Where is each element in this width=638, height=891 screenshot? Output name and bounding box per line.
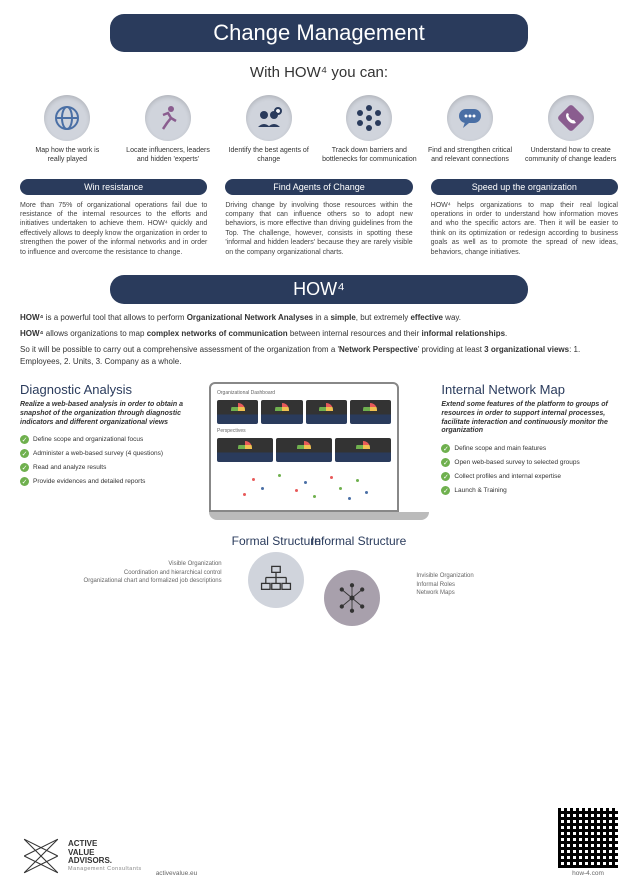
check-icon: ✓ [20,463,29,472]
subtitle: With HOW⁴ you can: [20,64,618,81]
icon-col: Find and strengthen critical and relevan… [423,95,518,165]
running-icon [145,95,191,141]
check-icon: ✓ [441,486,450,495]
asterisk-icon [346,95,392,141]
page-title: Change Management [110,14,529,52]
structure-row: Visible OrganizationCoordination and hie… [20,534,618,608]
check-icon: ✓ [441,472,450,481]
diagnostic-sub: Realize a web-based analysis in order to… [20,401,197,427]
diagnostic-title: Diagnostic Analysis [20,382,197,397]
icon-label: Find and strengthen critical and relevan… [423,147,518,165]
check-icon: ✓ [20,449,29,458]
inm-col: Internal Network Map Extend some feature… [441,382,618,520]
formal-lines: Visible OrganizationCoordination and hie… [72,560,222,585]
url-left: activevalue.eu [156,870,198,877]
check-item: ✓Define scope and main features [441,444,618,453]
icon-label: Locate influencers, leaders and hidden '… [121,147,216,165]
pill-title: Speed up the organization [431,179,618,195]
icon-label: Understand how to create community of ch… [523,147,618,165]
laptop-screen: Organizational Dashboard Perspectives [209,382,399,512]
network-icon [324,570,380,626]
check-item: ✓Administer a web-based survey (4 questi… [20,449,197,458]
inm-sub: Extend some features of the platform to … [441,401,618,436]
chat-icon [447,95,493,141]
icon-col: Locate influencers, leaders and hidden '… [121,95,216,165]
phone-icon [548,95,594,141]
check-item: ✓Read and analyze results [20,463,197,472]
icon-row: Map how the work isreally played Locate i… [20,95,618,165]
icon-label: Identify the best agents of change [221,147,316,165]
check-item: ✓Collect profiles and internal expertise [441,472,618,481]
check-item: ✓Define scope and organizational focus [20,435,197,444]
laptop-preview: Organizational Dashboard Perspectives [207,382,432,520]
check-icon: ✓ [20,477,29,486]
dash-label2: Perspectives [217,428,391,434]
description: HOW⁴ is a powerful tool that allows to p… [20,312,618,368]
globe-icon [44,95,90,141]
pills-row: Win resistance More than 75% of organizat… [20,179,618,258]
informal-lines: Invisible OrganizationInformal RolesNetw… [416,572,566,597]
logo-text: ACTIVE VALUE ADVISORS. [68,840,142,866]
icon-col: Understand how to create community of ch… [523,95,618,165]
inm-title: Internal Network Map [441,382,618,397]
check-icon: ✓ [20,435,29,444]
check-item: ✓Open web-based survey to selected group… [441,458,618,467]
pill-col: Win resistance More than 75% of organizat… [20,179,207,258]
group-icon [246,95,292,141]
icon-col: Map how the work isreally played [20,95,115,165]
two-column-section: Diagnostic Analysis Realize a web-based … [20,382,618,520]
pill-text: HOW⁴ helps organizations to map their re… [431,201,618,258]
dash-label: Organizational Dashboard [217,390,391,396]
icon-label: Track down barriers and bottlenecks for … [322,147,417,165]
pill-title: Find Agents of Change [225,179,412,195]
pill-text: More than 75% of organizational operatio… [20,201,207,258]
logo-icon [20,835,62,877]
how4-banner: HOW⁴ [110,275,529,304]
logo-tagline: Management Consultants [68,866,142,872]
url-right: how-4.com [558,870,618,877]
pill-col: Speed up the organization HOW⁴ helps orga… [431,179,618,258]
formal-title: Formal Structure [232,534,321,548]
logo-block: ACTIVE VALUE ADVISORS. Management Consul… [20,835,197,877]
informal-structure: Informal Structure [321,534,406,608]
diagnostic-col: Diagnostic Analysis Realize a web-based … [20,382,197,520]
pill-text: Driving change by involving those resour… [225,201,412,258]
formal-structure: Formal Structure [232,534,321,608]
qr-code [558,808,618,868]
qr-block: how-4.com [558,808,618,877]
infographic-page: Change Management With HOW⁴ you can: Map… [0,0,638,891]
org-chart-icon [248,552,304,608]
icon-col: Identify the best agents of change [221,95,316,165]
check-icon: ✓ [441,458,450,467]
icon-label: Map how the work isreally played [20,147,115,165]
informal-title: Informal Structure [311,534,406,548]
pill-title: Win resistance [20,179,207,195]
check-item: ✓Launch & Training [441,486,618,495]
icon-col: Track down barriers and bottlenecks for … [322,95,417,165]
footer: ACTIVE VALUE ADVISORS. Management Consul… [20,808,618,877]
check-item: ✓Provide evidences and detailed reports [20,477,197,486]
pill-col: Find Agents of Change Driving change by i… [225,179,412,258]
check-icon: ✓ [441,444,450,453]
